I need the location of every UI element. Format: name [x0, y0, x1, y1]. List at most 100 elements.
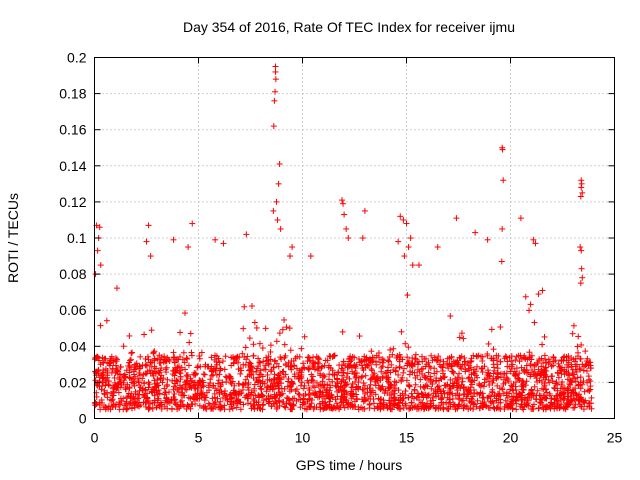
data-point	[128, 390, 135, 397]
x-axis-label: GPS time / hours	[296, 457, 403, 473]
data-point	[197, 379, 204, 386]
data-point	[94, 247, 101, 254]
data-point	[170, 236, 177, 243]
data-point	[163, 369, 170, 376]
data-point	[134, 402, 141, 409]
data-point	[313, 379, 320, 386]
data-point	[356, 333, 363, 340]
data-point	[156, 360, 163, 367]
data-point	[145, 379, 152, 386]
data-point	[349, 403, 356, 410]
data-point	[508, 399, 515, 406]
data-point	[419, 370, 426, 377]
data-point	[491, 367, 498, 374]
data-point	[128, 350, 135, 357]
data-point	[539, 287, 546, 294]
data-point	[520, 354, 527, 361]
data-point	[129, 349, 136, 356]
data-point	[120, 343, 127, 350]
data-point	[333, 383, 340, 390]
data-point	[245, 387, 252, 394]
data-point	[250, 352, 257, 359]
data-point	[400, 216, 407, 223]
data-point	[174, 386, 181, 393]
data-point	[342, 379, 349, 386]
data-point	[109, 366, 116, 373]
y-axis-label: ROTI / TECUs	[5, 193, 21, 283]
data-point	[578, 247, 585, 254]
data-point	[517, 352, 524, 359]
data-point	[363, 356, 370, 363]
data-point	[307, 404, 314, 411]
data-point	[397, 394, 404, 401]
data-point	[564, 404, 571, 411]
data-point	[250, 396, 257, 403]
data-point	[222, 391, 229, 398]
data-point	[282, 360, 289, 367]
data-point	[286, 388, 293, 395]
data-point	[339, 372, 346, 379]
data-point	[280, 368, 287, 375]
data-point	[116, 399, 123, 406]
data-point	[184, 355, 191, 362]
data-point	[248, 303, 255, 310]
data-point	[405, 358, 412, 365]
data-point	[432, 390, 439, 397]
data-point	[220, 240, 227, 247]
data-point	[432, 405, 439, 412]
data-point	[508, 357, 515, 364]
data-point	[387, 346, 394, 353]
data-point	[154, 397, 161, 404]
data-point	[248, 405, 255, 412]
data-point	[516, 370, 523, 377]
data-point	[154, 355, 161, 362]
data-point	[95, 367, 102, 374]
data-point	[556, 363, 563, 370]
data-point	[122, 373, 129, 380]
data-point	[103, 377, 110, 384]
data-point	[541, 333, 548, 340]
data-point	[490, 370, 497, 377]
data-point	[528, 394, 535, 401]
data-point	[244, 384, 251, 391]
data-point	[460, 403, 467, 410]
data-point	[333, 400, 340, 407]
data-point	[148, 327, 155, 334]
data-point	[126, 357, 133, 364]
data-point	[182, 366, 189, 373]
data-point	[446, 396, 453, 403]
data-point	[317, 404, 324, 411]
data-point	[312, 360, 319, 367]
data-point	[327, 384, 334, 391]
data-point	[272, 357, 279, 364]
data-point	[172, 380, 179, 387]
data-point	[412, 381, 419, 388]
data-point	[278, 356, 285, 363]
data-point	[96, 378, 103, 385]
data-point	[126, 332, 133, 339]
data-point	[530, 236, 537, 243]
data-point	[408, 390, 415, 397]
data-point	[448, 360, 455, 367]
data-point	[319, 378, 326, 385]
data-point	[313, 392, 320, 399]
data-point	[438, 376, 445, 383]
data-point	[495, 353, 502, 360]
data-point	[453, 379, 460, 386]
data-point	[575, 382, 582, 389]
data-point	[400, 369, 407, 376]
data-point	[289, 244, 296, 251]
data-point	[228, 380, 235, 387]
data-point	[144, 394, 151, 401]
data-point	[206, 384, 213, 391]
y-tick-label: 0.06	[59, 302, 86, 318]
data-point	[489, 380, 496, 387]
data-point	[459, 378, 466, 385]
data-point	[531, 319, 538, 326]
y-tick-label: 0.14	[59, 158, 86, 174]
data-point	[112, 362, 119, 369]
data-point	[387, 406, 394, 413]
data-point	[200, 383, 207, 390]
data-point	[485, 340, 492, 347]
data-point	[445, 365, 452, 372]
